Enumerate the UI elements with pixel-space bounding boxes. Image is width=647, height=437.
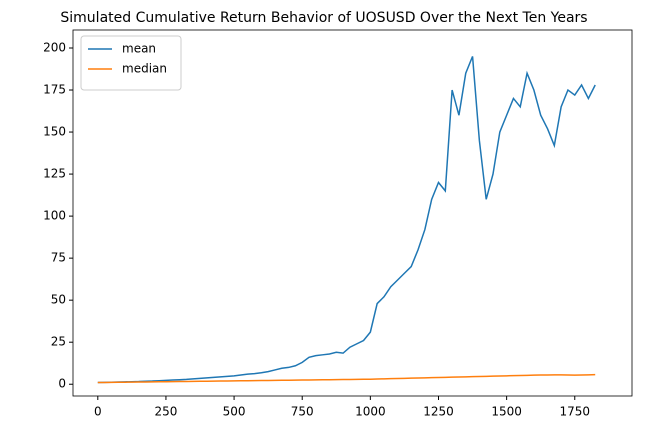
line-median (97, 373, 596, 384)
x-tick-label: 250 (154, 405, 177, 419)
legend-label: median (122, 62, 167, 76)
y-tick-label: 50 (51, 293, 66, 307)
x-tick-label: 0 (94, 405, 102, 419)
x-tick-label: 1500 (491, 405, 522, 419)
x-tick-label: 750 (291, 405, 314, 419)
y-tick-label: 150 (43, 125, 66, 139)
y-tick-label: 175 (43, 83, 66, 97)
y-tick-label: 125 (43, 167, 66, 181)
chart-title: Simulated Cumulative Return Behavior of … (60, 10, 587, 26)
x-tick-label: 500 (223, 405, 246, 419)
y-tick-label: 25 (51, 335, 66, 349)
x-tick-label: 1000 (355, 405, 386, 419)
x-tick-label: 1250 (423, 405, 454, 419)
y-tick-label: 75 (51, 251, 66, 265)
legend-label: mean (122, 42, 156, 56)
y-tick-label: 100 (43, 209, 66, 223)
line-mean (97, 56, 596, 384)
y-tick-label: 200 (43, 40, 66, 54)
x-tick-label: 1750 (559, 405, 590, 419)
y-tick-label: 0 (58, 377, 66, 391)
plot-frame (72, 29, 633, 397)
